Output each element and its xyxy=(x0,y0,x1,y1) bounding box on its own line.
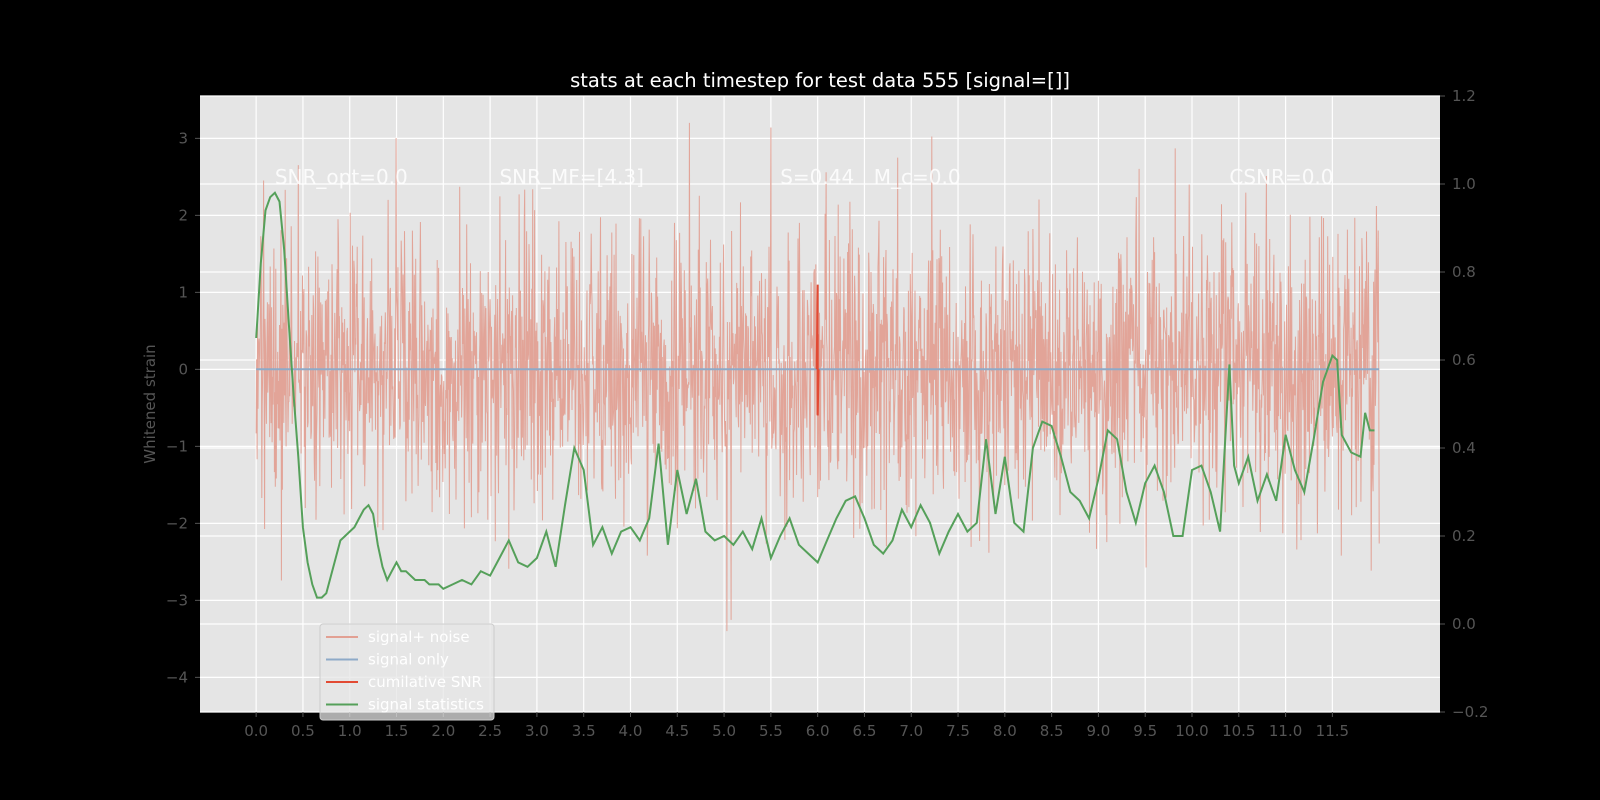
legend: signal+ noise signal only cumilative SNR si… xyxy=(319,623,495,721)
x-tick-label: 8.0 xyxy=(993,722,1017,740)
x-tick-label: 0.0 xyxy=(244,722,268,740)
y2-tick-label: −0.2 xyxy=(1452,703,1488,721)
x-axis: 0.0 0.5 1.0 1.5 2.0 2.5 3.0 3.5 4.0 4.5 5.0 5.5 6.0 6… xyxy=(244,712,1349,740)
legend-label: signal only xyxy=(368,651,449,669)
y-tick-label: −3 xyxy=(166,591,188,609)
y2-tick-label: 0.2 xyxy=(1452,527,1476,545)
annotations: SNR_opt=0.0 SNR_MF=[4.3] S=0.44 M_c=0.0 CSNR… xyxy=(275,165,1334,189)
y-tick-label: −4 xyxy=(166,668,188,686)
x-tick-label: 0.5 xyxy=(291,722,315,740)
x-tick-label: 4.0 xyxy=(619,722,643,740)
x-tick-label: 7.0 xyxy=(899,722,923,740)
legend-label: cumilative SNR xyxy=(368,673,482,691)
annotation: CSNR=0.0 xyxy=(1229,165,1333,189)
x-tick-label: 1.0 xyxy=(338,722,362,740)
y-tick-label: −2 xyxy=(166,514,188,532)
x-tick-label: 7.5 xyxy=(946,722,970,740)
x-tick-label: 5.5 xyxy=(759,722,783,740)
x-tick-label: 10.0 xyxy=(1175,722,1208,740)
x-tick-label: 6.0 xyxy=(806,722,830,740)
x-tick-label: 6.5 xyxy=(853,722,877,740)
y-tick-label: 2 xyxy=(178,206,188,224)
y2-tick-label: 0.6 xyxy=(1452,351,1476,369)
legend-label: signal statistics xyxy=(368,696,484,714)
chart-title: stats at each timestep for test data 555… xyxy=(570,69,1070,92)
annotation: M_c=0.0 xyxy=(874,165,961,189)
y-tick-label: 3 xyxy=(178,129,188,147)
series-line-signal-statistics xyxy=(255,191,1375,599)
y-tick-label: 0 xyxy=(178,360,188,378)
annotation: SNR_opt=0.0 xyxy=(275,165,408,189)
legend-label: signal+ noise xyxy=(368,628,470,646)
x-tick-label: 3.0 xyxy=(525,722,549,740)
x-tick-label: 9.5 xyxy=(1133,722,1157,740)
y-axis-right: 1.2 1.0 0.8 0.6 0.4 0.2 0.0 −0.2 xyxy=(1440,87,1488,721)
y2-tick-label: 1.0 xyxy=(1452,175,1476,193)
legend-box xyxy=(319,623,495,721)
y-axis-label: Whitened strain xyxy=(141,344,159,463)
x-tick-label: 2.5 xyxy=(478,722,502,740)
y2-tick-label: 0.0 xyxy=(1452,615,1476,633)
annotation: SNR_MF=[4.3] xyxy=(499,165,643,189)
x-tick-label: 3.5 xyxy=(572,722,596,740)
y-tick-label: −1 xyxy=(166,437,188,455)
y2-tick-label: 0.4 xyxy=(1452,439,1476,457)
x-tick-label: 2.0 xyxy=(431,722,455,740)
series-line-signal-noise xyxy=(255,122,1380,632)
x-tick-label: 8.5 xyxy=(1040,722,1064,740)
x-tick-label: 5.0 xyxy=(712,722,736,740)
series-line-cumilative-snr xyxy=(815,284,820,416)
x-tick-label: 9.0 xyxy=(1086,722,1110,740)
y-tick-label: 1 xyxy=(178,283,188,301)
x-tick-label: 10.5 xyxy=(1222,722,1255,740)
x-tick-label: 1.5 xyxy=(385,722,409,740)
x-tick-label: 11.0 xyxy=(1269,722,1302,740)
x-tick-label: 11.5 xyxy=(1316,722,1349,740)
y-axis-left: 3 2 1 0 −1 −2 −3 −4 xyxy=(166,129,200,686)
y2-tick-label: 1.2 xyxy=(1452,87,1476,105)
x-tick-label: 4.5 xyxy=(665,722,689,740)
y2-tick-label: 0.8 xyxy=(1452,263,1476,281)
series-layer xyxy=(255,122,1380,632)
annotation: S=0.44 xyxy=(780,165,854,189)
